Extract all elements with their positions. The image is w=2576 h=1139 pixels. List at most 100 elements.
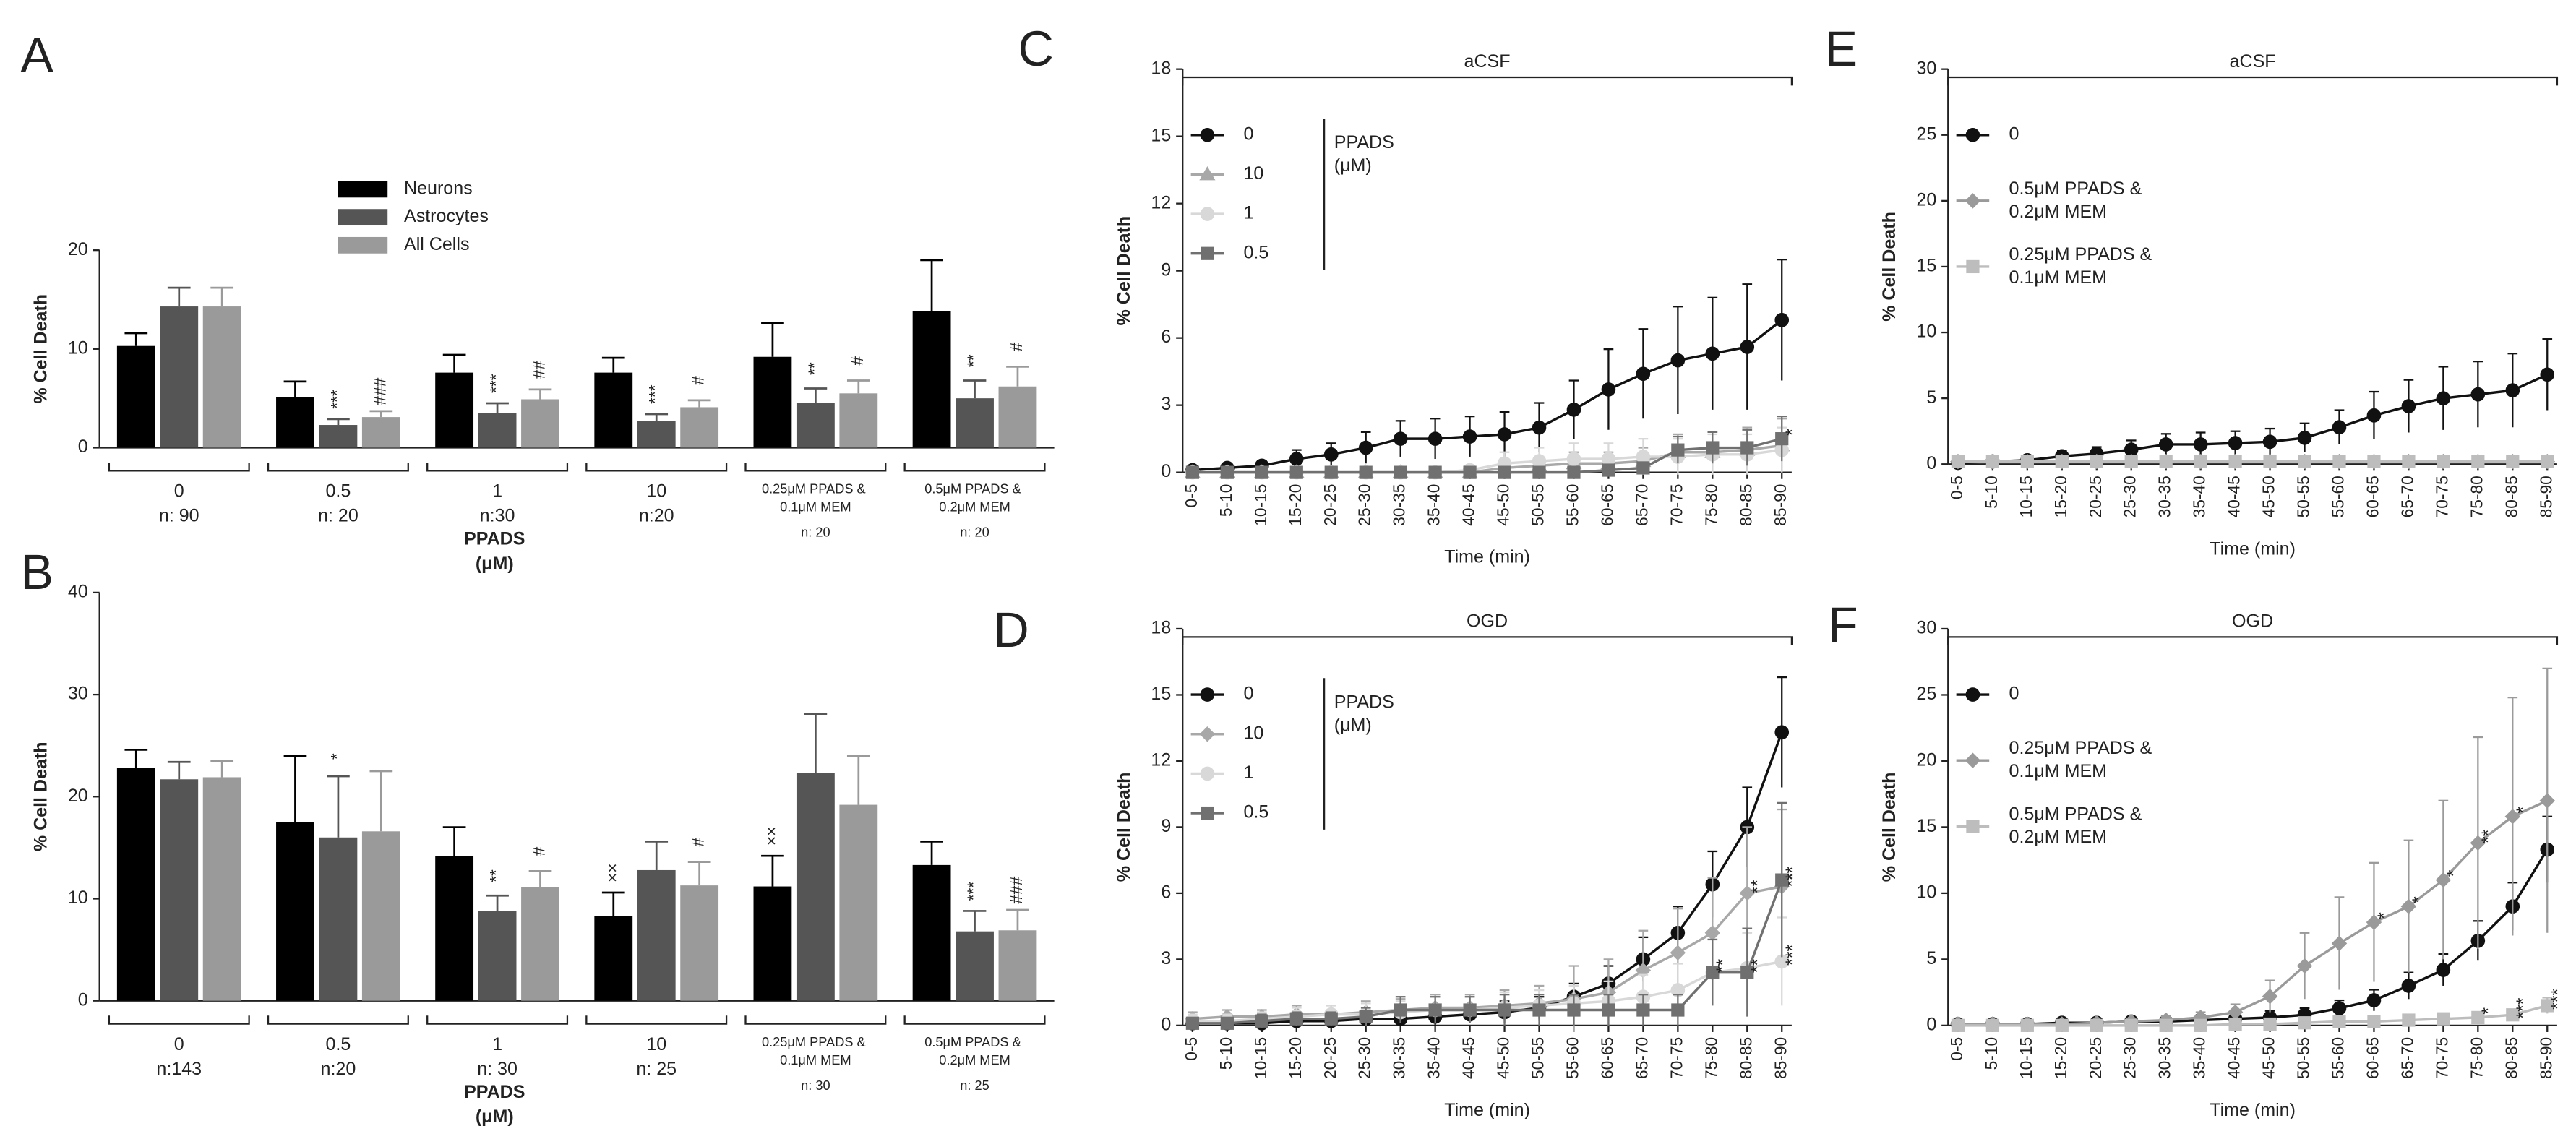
marker xyxy=(2435,872,2452,888)
marker xyxy=(1774,725,1790,740)
text-line: 0.2μM MEM xyxy=(2009,827,2108,847)
marker xyxy=(1965,752,1981,768)
marker xyxy=(1359,465,1373,479)
marker xyxy=(1428,1003,1442,1017)
text-line: 0.1μM MEM xyxy=(780,1053,851,1067)
x-tick-label: 55-60 xyxy=(1563,1037,1581,1079)
bar xyxy=(839,804,878,1001)
bar xyxy=(796,773,835,1001)
y-axis-label: % Cell Death xyxy=(1879,212,1899,322)
marker xyxy=(2124,1018,2138,1032)
marker xyxy=(1966,259,1980,274)
y-tick-label: 0 xyxy=(1926,1014,1936,1034)
marker xyxy=(1966,820,1980,833)
x-tick-label: 45-50 xyxy=(2259,476,2278,517)
bar xyxy=(202,777,241,1001)
bar xyxy=(160,306,199,448)
y-tick-label: 15 xyxy=(1916,256,1936,276)
group-bracket xyxy=(744,1015,887,1025)
marker xyxy=(1739,885,1755,901)
marker xyxy=(1951,1018,1965,1032)
y-tick-label: 25 xyxy=(1916,124,1936,144)
marker xyxy=(1705,346,1720,361)
text-line: 0.5μM PPADS & xyxy=(2009,179,2147,199)
text-line: 0.25μM PPADS & xyxy=(2009,244,2158,265)
legend-label: Astrocytes xyxy=(404,206,489,226)
marker xyxy=(2402,1013,2416,1027)
x-axis-label: PPADS xyxy=(464,529,525,549)
bar xyxy=(912,311,951,448)
significance-label: *** xyxy=(2513,997,2533,1018)
legend-label: 0.25μM PPADS & 0.1μM MEM xyxy=(2009,738,2158,781)
category-label: 0 xyxy=(174,481,184,502)
text-line: 0.1μM MEM xyxy=(2009,267,2108,288)
y-tick-label: 0 xyxy=(1161,1014,1171,1034)
x-tick-label: 60-65 xyxy=(2363,1037,2382,1079)
bar xyxy=(839,393,878,448)
bar xyxy=(478,413,517,448)
panel-letter: D xyxy=(993,603,1029,658)
x-axis-unit: (μM) xyxy=(476,1106,514,1127)
y-tick-label: 20 xyxy=(68,786,88,806)
significance-label: ×× xyxy=(603,863,622,882)
marker xyxy=(1427,431,1443,446)
marker xyxy=(1497,427,1512,442)
x-tick-label: 5-10 xyxy=(1982,1037,2001,1070)
x-tick-label: 55-60 xyxy=(1563,484,1581,526)
y-axis-label: % Cell Death xyxy=(1114,216,1134,326)
marker xyxy=(1498,465,1511,479)
marker xyxy=(1394,1003,1407,1017)
group-bracket xyxy=(903,1015,1046,1025)
y-tick-label: 15 xyxy=(1151,125,1171,145)
x-tick-label: 5-10 xyxy=(1982,476,2001,509)
marker xyxy=(2436,963,2451,977)
x-axis-unit: (μM) xyxy=(476,554,514,574)
significance-label: # xyxy=(530,846,549,856)
marker xyxy=(1323,447,1339,462)
marker xyxy=(2437,455,2450,468)
marker xyxy=(1740,340,1755,354)
x-tick-label: 20-25 xyxy=(2086,476,2105,517)
condition-label: aCSF xyxy=(2230,51,2276,72)
marker xyxy=(1463,465,1477,479)
x-tick-label: 70-75 xyxy=(1667,1037,1686,1079)
category-label: 1 xyxy=(492,481,502,502)
x-tick-label: 80-85 xyxy=(1736,1037,1755,1079)
significance-label: *** xyxy=(486,374,505,393)
marker xyxy=(1601,382,1616,397)
y-tick-label: 0 xyxy=(1926,453,1936,473)
group-bracket xyxy=(267,462,409,472)
legend-label: 0 xyxy=(2009,124,2019,144)
text-line: 0.5μM PPADS & xyxy=(2009,804,2147,824)
group-bracket xyxy=(267,1015,409,1025)
group-bracket xyxy=(426,1015,569,1025)
category-label: 1 xyxy=(492,1034,502,1054)
significance-label: ** xyxy=(1748,959,1768,973)
text-line: PPADS xyxy=(1334,132,1399,152)
x-tick-label: 30-35 xyxy=(2155,476,2174,517)
x-tick-label: 10-15 xyxy=(2017,476,2035,517)
marker xyxy=(1532,1003,1546,1017)
x-tick-label: 65-70 xyxy=(2397,1037,2416,1079)
marker xyxy=(2262,434,2277,450)
y-tick-label: 5 xyxy=(1926,948,1936,968)
n-label: n: 90 xyxy=(159,506,199,526)
y-axis-label: % Cell Death xyxy=(31,294,51,404)
x-tick-label: 55-60 xyxy=(2329,476,2348,517)
marker xyxy=(2193,437,2208,452)
n-label: n: 20 xyxy=(960,525,989,540)
x-tick-label: 25-30 xyxy=(2121,476,2139,517)
n-label: n:30 xyxy=(480,506,515,526)
bar xyxy=(319,425,358,448)
marker xyxy=(2124,455,2138,468)
n-label: n: 30 xyxy=(477,1059,518,1079)
bar xyxy=(361,831,400,1001)
significance-label: ** xyxy=(2478,829,2499,843)
x-tick-label: 60-65 xyxy=(2363,476,2382,517)
marker xyxy=(2332,455,2346,468)
marker xyxy=(1740,966,1754,979)
x-tick-label: 20-25 xyxy=(1321,484,1339,526)
marker xyxy=(1706,966,1720,979)
text-line: 0.2μM MEM xyxy=(939,1053,1010,1067)
marker xyxy=(1985,455,1999,468)
